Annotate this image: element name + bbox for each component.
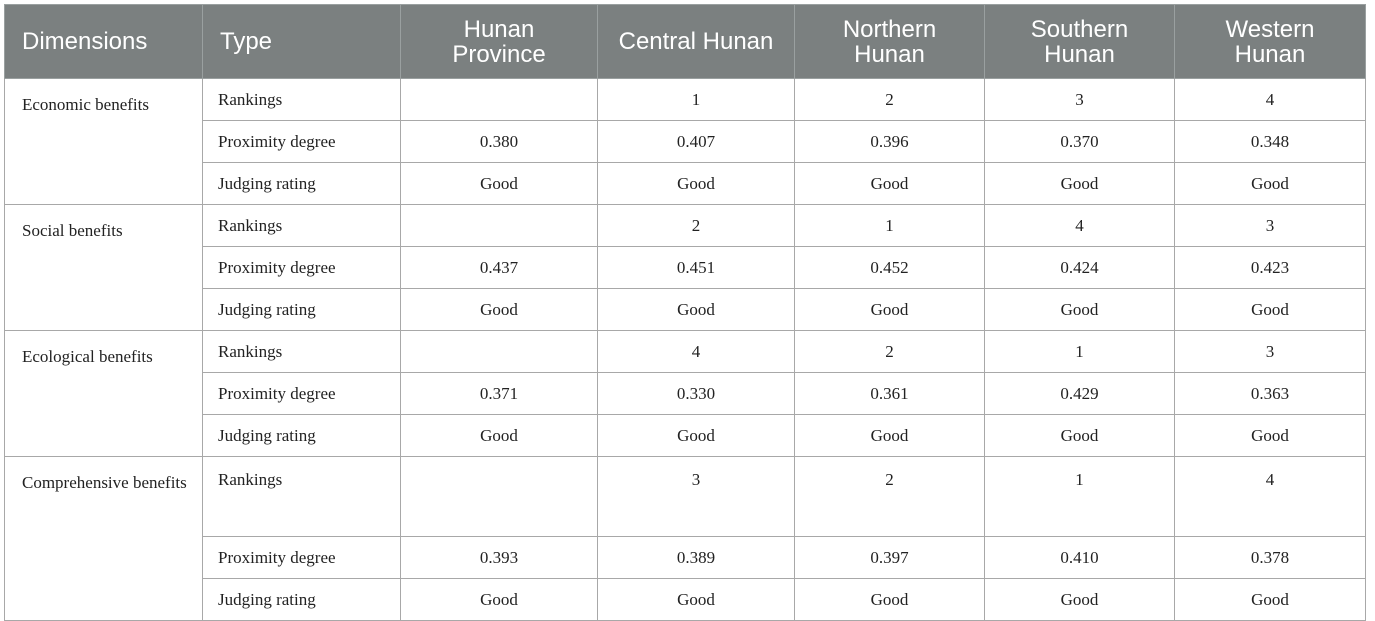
value-cell: 1 [597,78,795,121]
value-cell: 3 [1174,204,1366,247]
value-cell: Good [1174,288,1366,331]
value-cell: Good [400,288,598,331]
value-cell: 0.363 [1174,372,1366,415]
value-cell: Good [597,162,795,205]
value-cell: 1 [794,204,985,247]
value-cell: 0.396 [794,120,985,163]
value-cell: Good [794,288,985,331]
header-hunan-province: Hunan Province [400,4,598,79]
type-cell: Judging rating [202,288,401,331]
value-cell: 3 [984,78,1175,121]
value-cell: 0.452 [794,246,985,289]
value-cell: 4 [597,330,795,373]
type-cell: Proximity degree [202,120,401,163]
header-northern-hunan: Northern Hunan [794,4,985,79]
value-cell: 1 [984,330,1175,373]
table-row: Comprehensive benefits Rankings 3 2 1 4 [4,456,1366,621]
table-row: Proximity degree 0.380 0.407 0.396 0.370… [5,120,1366,163]
header-dimensions: Dimensions [4,4,203,79]
header-southern-hunan: Southern Hunan [984,4,1175,79]
value-cell: 3 [1174,330,1366,373]
value-cell: 2 [794,78,985,121]
value-cell: Good [794,414,985,457]
value-cell: Good [1174,578,1366,621]
type-cell: Proximity degree [202,246,401,289]
value-cell: 4 [1174,78,1366,121]
type-cell: Rankings [202,456,401,537]
value-cell: 0.429 [984,372,1175,415]
table-row: Ecological benefits Rankings 4 2 1 3 [4,330,1366,457]
value-cell: 0.348 [1174,120,1366,163]
table-row: Social benefits Rankings 2 1 4 3 [4,204,1366,331]
value-cell: Good [794,162,985,205]
dimension-cell: Social benefits [4,204,203,331]
value-cell: 0.361 [794,372,985,415]
value-cell: Good [984,288,1175,331]
type-cell: Rankings [202,204,401,247]
value-cell: Good [597,578,795,621]
value-cell: 0.397 [794,536,985,579]
type-cell: Judging rating [202,162,401,205]
header-type: Type [202,4,401,79]
value-cell [400,456,598,537]
value-cell: Good [984,414,1175,457]
value-cell: 1 [984,456,1175,537]
table-row: Proximity degree 0.393 0.389 0.397 0.410… [5,536,1366,579]
value-cell: 0.389 [597,536,795,579]
value-cell: 0.371 [400,372,598,415]
value-cell: 0.380 [400,120,598,163]
value-cell: 0.451 [597,246,795,289]
header-central-hunan: Central Hunan [597,4,795,79]
value-cell: 0.424 [984,246,1175,289]
value-cell: 2 [794,456,985,537]
value-cell: Good [794,578,985,621]
value-cell: 0.330 [597,372,795,415]
value-cell: 0.410 [984,536,1175,579]
table-row: Judging rating Good Good Good Good Good [5,288,1366,331]
dimension-cell: Economic benefits [4,78,203,205]
value-cell: Good [597,414,795,457]
value-cell: 0.437 [400,246,598,289]
table-body: Economic benefits Rankings 1 2 3 4 Proxi… [4,78,1366,621]
value-cell: 0.378 [1174,536,1366,579]
dimension-cell: Comprehensive benefits [4,456,203,621]
type-cell: Judging rating [202,578,401,621]
type-cell: Rankings [202,78,401,121]
dimension-cell: Ecological benefits [4,330,203,457]
value-cell: Good [1174,414,1366,457]
table-header: Dimensions Type Hunan Province Central H… [4,4,1366,79]
value-cell [400,330,598,373]
value-cell: 0.393 [400,536,598,579]
type-cell: Judging rating [202,414,401,457]
table-row: Economic benefits Rankings 1 2 3 4 [4,78,1366,205]
value-cell: 2 [794,330,985,373]
value-cell [400,204,598,247]
value-cell: 2 [597,204,795,247]
value-cell: 0.370 [984,120,1175,163]
value-cell: Good [597,288,795,331]
benefits-table: Dimensions Type Hunan Province Central H… [4,4,1366,621]
value-cell: Good [400,578,598,621]
value-cell: Good [400,162,598,205]
value-cell: 0.407 [597,120,795,163]
value-cell: 4 [984,204,1175,247]
table-row: Judging rating Good Good Good Good Good [5,414,1366,457]
header-row: Dimensions Type Hunan Province Central H… [4,4,1366,79]
type-cell: Proximity degree [202,536,401,579]
value-cell: Good [1174,162,1366,205]
value-cell: 3 [597,456,795,537]
header-western-hunan: Western Hunan [1174,4,1366,79]
value-cell: Good [984,578,1175,621]
value-cell [400,78,598,121]
table-row: Judging rating Good Good Good Good Good [5,578,1366,621]
table-row: Proximity degree 0.437 0.451 0.452 0.424… [5,246,1366,289]
type-cell: Rankings [202,330,401,373]
type-cell: Proximity degree [202,372,401,415]
table-row: Proximity degree 0.371 0.330 0.361 0.429… [5,372,1366,415]
value-cell: Good [400,414,598,457]
value-cell: Good [984,162,1175,205]
value-cell: 0.423 [1174,246,1366,289]
table-row: Judging rating Good Good Good Good Good [5,162,1366,205]
value-cell: 4 [1174,456,1366,537]
